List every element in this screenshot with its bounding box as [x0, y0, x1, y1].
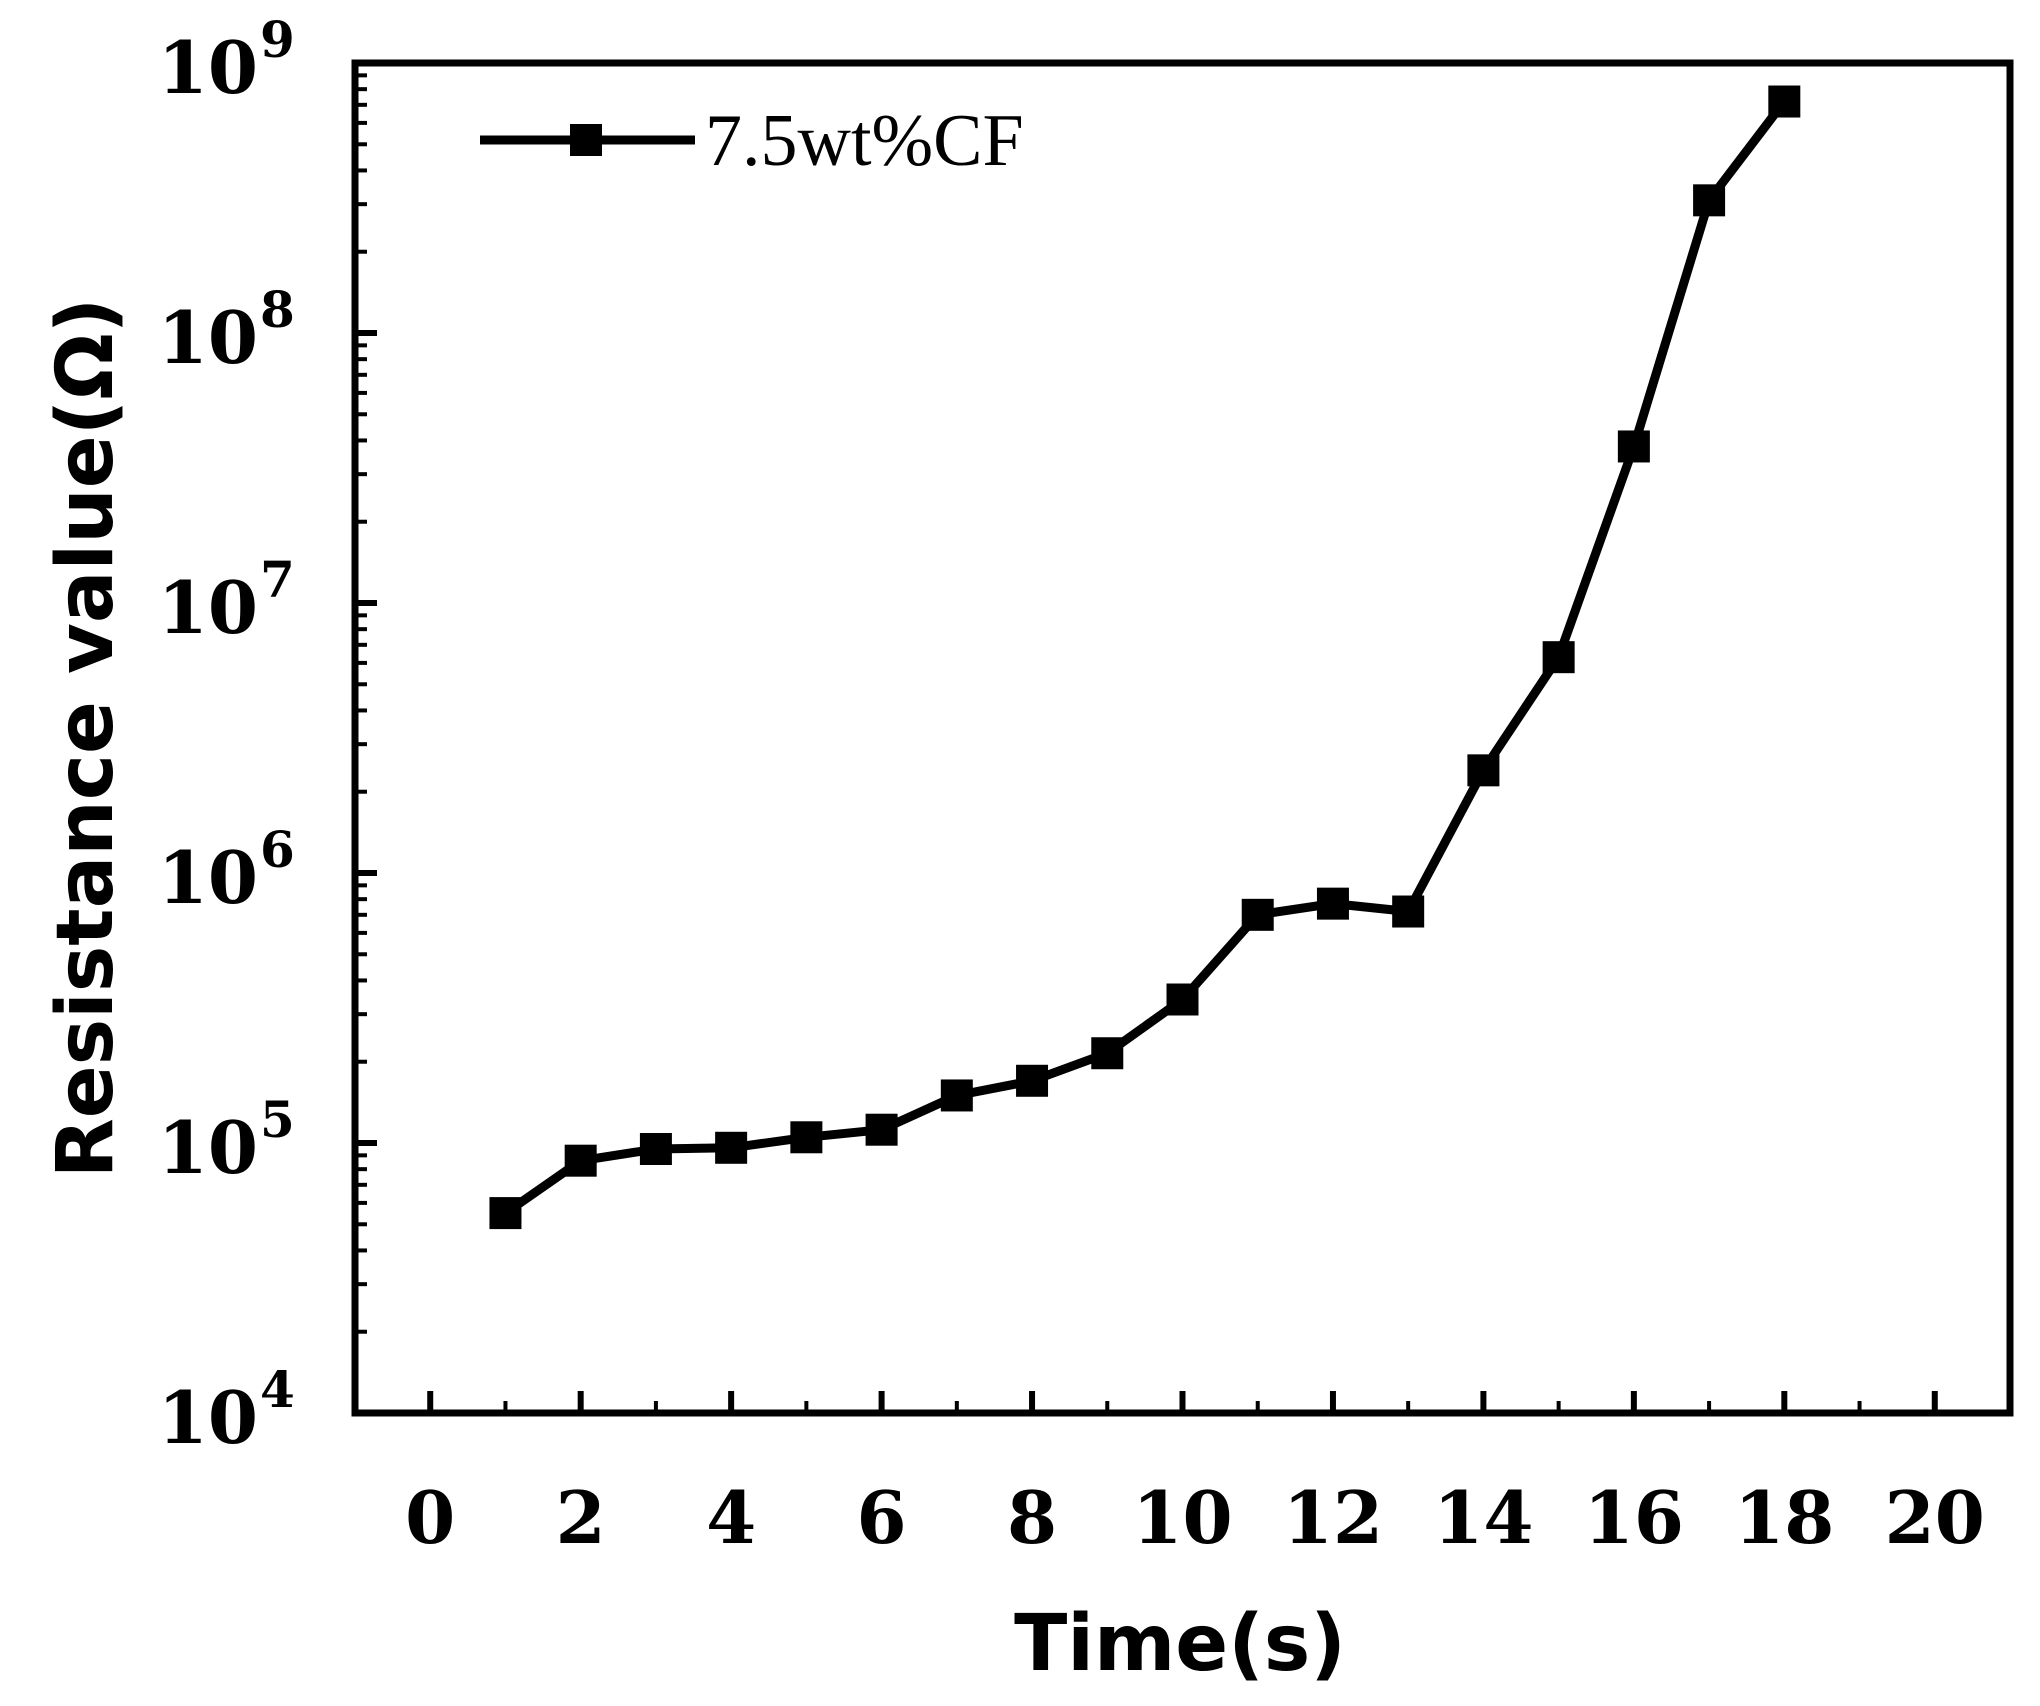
data-point-marker	[1016, 1064, 1049, 1097]
x-tick-label: 2	[556, 1475, 606, 1560]
x-tick-label: 20	[1885, 1475, 1985, 1560]
y-tick-exponent: 4	[260, 1360, 295, 1419]
data-point-marker	[1316, 887, 1349, 920]
data-point-marker	[639, 1133, 672, 1166]
x-tick-label: 18	[1734, 1475, 1834, 1560]
x-tick-label: 16	[1584, 1475, 1684, 1560]
y-tick-exponent: 5	[260, 1090, 295, 1149]
y-tick-exponent: 8	[260, 280, 295, 339]
x-tick-label: 4	[706, 1475, 756, 1560]
data-point-marker	[489, 1197, 522, 1230]
y-tick-exponent: 6	[260, 820, 295, 879]
y-tick-label: 10	[158, 835, 258, 920]
data-point-marker	[1091, 1037, 1124, 1070]
x-tick-label: 12	[1283, 1475, 1383, 1560]
x-tick-label: 14	[1433, 1475, 1533, 1560]
data-point-marker	[940, 1079, 973, 1112]
y-tick-exponent: 9	[260, 10, 295, 69]
data-point-marker	[1392, 895, 1425, 928]
data-point-marker	[1693, 184, 1726, 217]
series-layer	[489, 85, 1801, 1230]
x-tick-label: 0	[405, 1475, 455, 1560]
y-axis-title: Resistance value(Ω)	[41, 298, 131, 1179]
x-tick-label: 10	[1132, 1475, 1232, 1560]
data-point-marker	[1166, 983, 1199, 1016]
y-tick-exponent: 7	[260, 550, 295, 609]
data-point-marker	[1241, 898, 1274, 931]
legend-marker	[570, 124, 602, 156]
y-tick-label: 10	[158, 565, 258, 650]
y-tick-label: 10	[158, 295, 258, 380]
data-point-marker	[1617, 430, 1650, 463]
data-point-marker	[1542, 641, 1575, 674]
x-tick-label: 6	[857, 1475, 907, 1560]
x-axis-title: Time(s)	[1014, 1599, 1346, 1689]
x-tick-label: 8	[1007, 1475, 1057, 1560]
y-tick-label: 10	[158, 25, 258, 110]
plot-area	[351, 59, 2014, 1417]
y-tick-label: 10	[158, 1105, 258, 1190]
data-point-marker	[790, 1121, 823, 1154]
data-point-marker	[1768, 85, 1801, 118]
data-point-marker	[865, 1113, 898, 1146]
data-point-marker	[564, 1144, 597, 1177]
legend: 7.5wt%CF	[480, 100, 1024, 182]
y-tick-label: 10	[158, 1375, 258, 1460]
data-point-marker	[715, 1131, 748, 1164]
x-axis: 0 2 4 6 8 10 12 14 16 18 20	[353, 1391, 2012, 1560]
legend-label: 7.5wt%CF	[705, 100, 1024, 182]
data-point-marker	[1467, 754, 1500, 787]
